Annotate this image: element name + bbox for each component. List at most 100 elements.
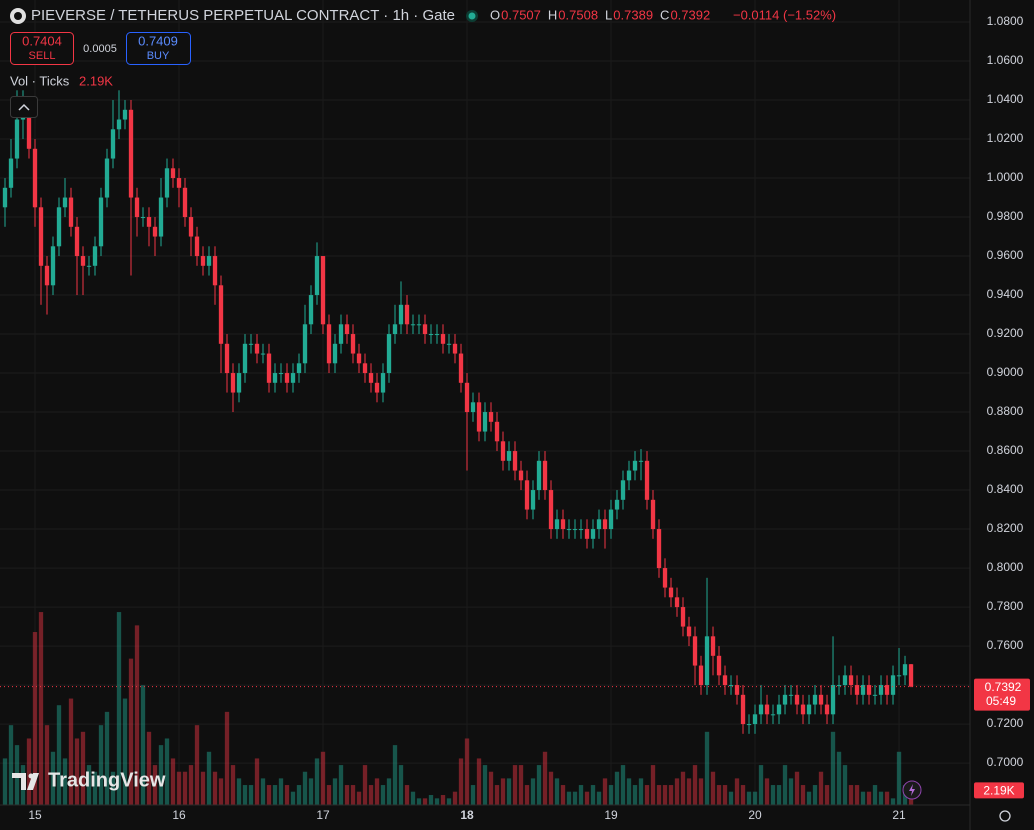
- volume-bar: [872, 785, 878, 805]
- collapse-button[interactable]: [10, 96, 38, 118]
- volume-bar: [704, 731, 710, 805]
- volume-bar: [254, 758, 260, 805]
- candle-body: [218, 285, 224, 344]
- candle-body: [566, 529, 572, 531]
- volume-bar: [392, 745, 398, 805]
- watermark-logo-dot: [28, 773, 34, 779]
- volume-bar: [716, 785, 722, 805]
- sell-price: 0.7404: [22, 33, 62, 48]
- candle-body: [602, 519, 608, 530]
- volume-bar: [92, 771, 98, 805]
- volume-bar: [530, 778, 536, 805]
- y-tick-label: 1.0600: [987, 53, 1024, 67]
- candle-body: [788, 694, 794, 696]
- status-dot: [468, 12, 476, 20]
- volume-bar: [866, 791, 872, 805]
- settings-icon[interactable]: [999, 810, 1011, 822]
- candle-body: [248, 343, 254, 345]
- volume-bar: [374, 778, 380, 805]
- candle-body: [854, 685, 860, 695]
- volume-bar: [476, 758, 482, 805]
- volume-bar: [188, 765, 194, 805]
- candle-body: [536, 460, 542, 491]
- volume-bar: [86, 765, 92, 805]
- volume-bar: [26, 738, 32, 805]
- candle-body: [614, 499, 620, 510]
- volume-bar: [764, 778, 770, 805]
- volume-bar: [146, 731, 152, 805]
- y-tick-label: 0.9400: [987, 287, 1024, 301]
- candle-body: [38, 207, 44, 266]
- volume-bar: [158, 745, 164, 805]
- candle-body: [782, 694, 788, 705]
- volume-bar: [794, 771, 800, 805]
- candle-body: [86, 265, 92, 267]
- volume-bar: [296, 785, 302, 805]
- ohlc-value: 0.7508: [558, 7, 598, 22]
- price-pane: [2, 90, 914, 734]
- candle-body: [368, 373, 374, 383]
- volume-bar: [626, 778, 632, 805]
- candle-body: [560, 519, 566, 530]
- volume-bar: [110, 771, 116, 805]
- buy-button[interactable]: [126, 32, 191, 65]
- candle-body: [476, 402, 482, 432]
- candle-body: [326, 324, 332, 364]
- candle-body: [116, 119, 122, 130]
- buy-price: 0.7409: [138, 33, 178, 48]
- y-tick-label: 0.8000: [987, 560, 1024, 574]
- volume-bar: [752, 791, 758, 805]
- volume-bar: [596, 791, 602, 805]
- countdown: 05:49: [986, 694, 1016, 708]
- candle-body: [398, 304, 404, 325]
- volume-bar: [182, 771, 188, 805]
- candle-body: [212, 256, 218, 286]
- candle-body: [464, 382, 470, 413]
- sell-button[interactable]: [10, 32, 74, 65]
- volume-bar: [410, 791, 416, 805]
- candle-body: [842, 675, 848, 686]
- candle-body: [512, 451, 518, 471]
- buy-label: BUY: [147, 50, 170, 62]
- candle-body: [164, 168, 170, 198]
- volume-bar: [62, 758, 68, 805]
- volume-bar: [212, 771, 218, 805]
- ohlc-key: O: [490, 7, 500, 22]
- candle-body: [800, 704, 806, 715]
- volume-bar: [662, 785, 668, 805]
- ohlc-value: 0.7507: [501, 7, 541, 22]
- volume-bar: [452, 791, 458, 805]
- candle-body: [716, 655, 722, 676]
- candle-body: [140, 217, 146, 219]
- candle-body: [692, 636, 698, 666]
- volume-bar: [380, 785, 386, 805]
- volume-bar: [494, 785, 500, 805]
- candle-body: [224, 343, 230, 374]
- candle-body: [638, 460, 644, 462]
- last-price-label: 0.7392: [985, 680, 1022, 694]
- volume-bar: [500, 778, 506, 805]
- y-tick-label: 0.9800: [987, 209, 1024, 223]
- volume-bar: [884, 791, 890, 805]
- y-tick-label: 0.8400: [987, 482, 1024, 496]
- y-tick-label: 0.9200: [987, 326, 1024, 340]
- candle-body: [578, 529, 584, 531]
- volume-bar: [848, 785, 854, 805]
- volume-bar: [230, 765, 236, 805]
- candle-body: [770, 714, 776, 716]
- candle-body: [26, 109, 32, 149]
- candle-body: [332, 343, 338, 364]
- volume-bar: [710, 771, 716, 805]
- candle-body: [548, 490, 554, 530]
- volume-bar: [470, 785, 476, 805]
- candle-body: [314, 256, 320, 296]
- volume-bar: [512, 765, 518, 805]
- candle-body: [236, 373, 242, 393]
- candle-body: [362, 363, 368, 374]
- candle-body: [506, 451, 512, 461]
- volume-bar: [554, 778, 560, 805]
- candle-body: [884, 685, 890, 695]
- ohlc-value: 0.7389: [613, 7, 653, 22]
- candle-body: [908, 664, 914, 687]
- y-tick-label: 1.0800: [987, 14, 1024, 28]
